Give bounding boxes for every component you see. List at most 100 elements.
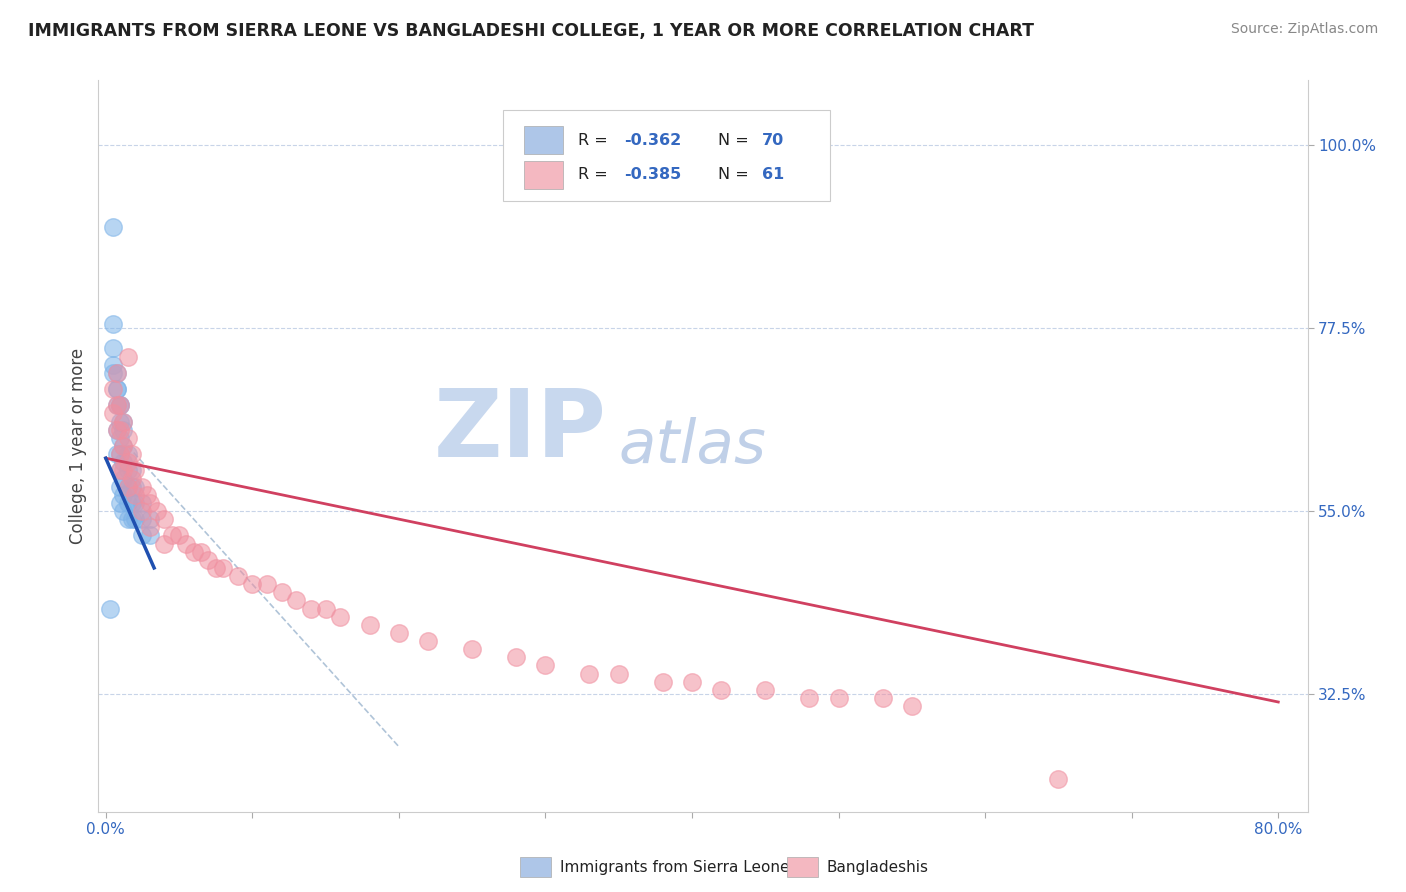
Point xyxy=(110,463,132,477)
Point xyxy=(110,423,132,437)
Y-axis label: College, 1 year or more: College, 1 year or more xyxy=(69,348,87,544)
Point xyxy=(107,398,129,412)
Point xyxy=(121,512,143,526)
Point xyxy=(121,480,143,494)
Point xyxy=(101,366,124,380)
Point xyxy=(107,366,129,380)
Point xyxy=(112,415,135,429)
Point xyxy=(107,423,129,437)
Text: IMMIGRANTS FROM SIERRA LEONE VS BANGLADESHI COLLEGE, 1 YEAR OR MORE CORRELATION : IMMIGRANTS FROM SIERRA LEONE VS BANGLADE… xyxy=(28,22,1035,40)
Point xyxy=(107,382,129,396)
Point xyxy=(110,431,132,445)
Text: Immigrants from Sierra Leone: Immigrants from Sierra Leone xyxy=(560,860,789,874)
Point xyxy=(534,658,557,673)
Point xyxy=(117,480,139,494)
Point xyxy=(110,415,132,429)
Text: atlas: atlas xyxy=(619,417,766,475)
Point xyxy=(240,577,263,591)
Point xyxy=(827,690,849,705)
Point xyxy=(121,447,143,461)
Point xyxy=(110,398,132,412)
Point xyxy=(110,496,132,510)
Point xyxy=(799,690,821,705)
Point xyxy=(681,674,703,689)
Point xyxy=(578,666,600,681)
Point xyxy=(183,544,205,558)
Point xyxy=(651,674,673,689)
Point xyxy=(112,463,135,477)
Point xyxy=(190,544,212,558)
Point xyxy=(101,342,124,356)
Point xyxy=(112,488,135,502)
Point xyxy=(112,471,135,485)
Text: 70: 70 xyxy=(762,133,785,148)
Point xyxy=(107,423,129,437)
Point xyxy=(121,471,143,485)
Point xyxy=(107,447,129,461)
Bar xyxy=(524,127,562,154)
Point xyxy=(315,601,337,615)
Point xyxy=(101,317,124,331)
Point xyxy=(204,561,226,575)
Point xyxy=(1047,772,1070,787)
Point xyxy=(138,512,160,526)
Point xyxy=(110,463,132,477)
Point xyxy=(138,528,160,542)
Point xyxy=(197,553,219,567)
Point xyxy=(901,699,924,714)
Point xyxy=(131,504,153,518)
Point xyxy=(131,496,153,510)
Point xyxy=(112,439,135,453)
Point xyxy=(101,382,124,396)
Point xyxy=(117,512,139,526)
Point xyxy=(112,439,135,453)
Point xyxy=(124,512,146,526)
Point xyxy=(124,480,146,494)
Point xyxy=(101,219,124,234)
Text: Source: ZipAtlas.com: Source: ZipAtlas.com xyxy=(1230,22,1378,37)
Point xyxy=(146,504,169,518)
Point xyxy=(226,569,249,583)
Text: R =: R = xyxy=(578,133,613,148)
Point xyxy=(98,601,121,615)
Point xyxy=(124,488,146,502)
Point xyxy=(107,382,129,396)
Point xyxy=(710,682,733,697)
Point xyxy=(131,480,153,494)
Text: R =: R = xyxy=(578,167,613,182)
Point xyxy=(112,423,135,437)
Point xyxy=(101,358,124,372)
Point xyxy=(117,447,139,461)
Point xyxy=(117,455,139,469)
Point xyxy=(167,528,190,542)
Point xyxy=(153,512,176,526)
Point xyxy=(110,398,132,412)
Point xyxy=(124,463,146,477)
Point xyxy=(212,561,235,575)
Point xyxy=(101,407,124,421)
Point xyxy=(112,415,135,429)
Point xyxy=(117,463,139,477)
Point xyxy=(110,480,132,494)
Point xyxy=(112,455,135,469)
Point xyxy=(124,496,146,510)
Point xyxy=(270,585,292,599)
Point xyxy=(135,488,157,502)
Point xyxy=(138,520,160,534)
Text: Bangladeshis: Bangladeshis xyxy=(827,860,929,874)
Point xyxy=(256,577,278,591)
Point xyxy=(117,480,139,494)
Point xyxy=(107,366,129,380)
Text: ZIP: ZIP xyxy=(433,385,606,477)
Point xyxy=(176,536,198,550)
Point xyxy=(110,447,132,461)
Point xyxy=(299,601,322,615)
Point xyxy=(117,496,139,510)
Text: -0.385: -0.385 xyxy=(624,167,682,182)
Point xyxy=(754,682,776,697)
Point xyxy=(359,617,381,632)
Point xyxy=(112,504,135,518)
Point xyxy=(138,496,160,510)
Point xyxy=(117,431,139,445)
Point xyxy=(121,496,143,510)
